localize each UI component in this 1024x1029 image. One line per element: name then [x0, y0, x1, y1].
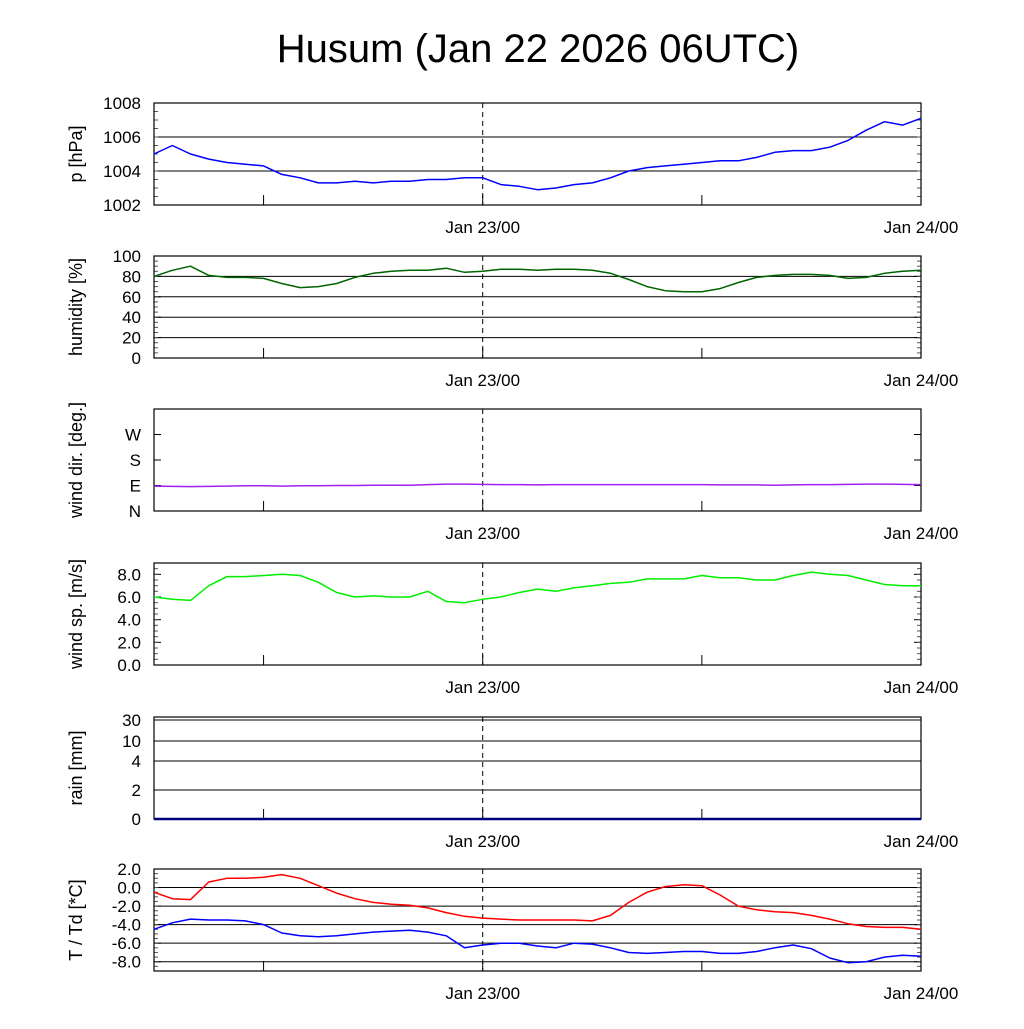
- x-tick-label: Jan 24/00: [884, 678, 959, 697]
- x-tick-label: Jan 24/00: [884, 524, 959, 543]
- panel-frame: [154, 563, 921, 665]
- y-axis-title: p [hPa]: [66, 125, 86, 182]
- y-tick-label: 0.0: [117, 656, 141, 675]
- x-tick-label: Jan 24/00: [884, 832, 959, 851]
- y-tick-label: 40: [122, 308, 141, 327]
- y-axis-title: humidity [%]: [66, 258, 86, 356]
- x-tick-label: Jan 23/00: [445, 678, 520, 697]
- chart-title: Husum (Jan 22 2026 06UTC): [277, 27, 799, 71]
- panel-frame: [154, 256, 921, 358]
- y-tick-label: -4.0: [112, 916, 141, 935]
- y-tick-label: 1006: [103, 128, 141, 147]
- x-tick-label: Jan 23/00: [445, 371, 520, 390]
- y-tick-label: 60: [122, 288, 141, 307]
- panel-temperature: -8.0-6.0-4.0-2.00.02.0 Jan 23/00 Jan 24/00…: [66, 860, 958, 1003]
- y-tick-label: -8.0: [112, 953, 141, 972]
- x-tick-label: Jan 24/00: [884, 371, 959, 390]
- y-tick-label: N: [129, 502, 141, 521]
- y-tick-label: 0: [132, 349, 141, 368]
- y-tick-label: 10: [122, 732, 141, 751]
- x-tick-label: Jan 24/00: [884, 984, 959, 1003]
- series-line-wind-speed: [154, 572, 921, 603]
- y-tick-label: 20: [122, 329, 141, 348]
- y-tick-label: 4: [132, 752, 141, 771]
- y-tick-label: W: [125, 426, 141, 445]
- y-tick-label: S: [130, 451, 141, 470]
- x-tick-label: Jan 24/00: [884, 218, 959, 237]
- y-axis-title: wind sp. [m/s]: [66, 559, 86, 670]
- y-tick-label: 0.0: [117, 879, 141, 898]
- panel-rain: 0 2 410 30 Jan 23/00 Jan 24/00 rain [mm]: [66, 711, 958, 851]
- panel-frame: [154, 717, 921, 819]
- y-tick-label: 100: [113, 247, 141, 266]
- y-tick-label: 0: [132, 810, 141, 829]
- y-axis-title: wind dir. [deg.]: [66, 402, 86, 519]
- x-tick-label: Jan 23/00: [445, 218, 520, 237]
- x-tick-label: Jan 23/00: [445, 832, 520, 851]
- y-tick-label: -2.0: [112, 897, 141, 916]
- series-line-temperature: [154, 875, 921, 930]
- y-tick-label: 1002: [103, 196, 141, 215]
- y-tick-label: 2.0: [117, 860, 141, 879]
- y-tick-label: 8.0: [117, 565, 141, 584]
- y-tick-label: 6.0: [117, 588, 141, 607]
- y-tick-label: 2: [132, 781, 141, 800]
- series-line-dewpoint: [154, 919, 921, 963]
- y-tick-label: 80: [122, 267, 141, 286]
- y-axis-title: rain [mm]: [66, 730, 86, 805]
- panel-frame: [154, 409, 921, 511]
- y-tick-label: -6.0: [112, 934, 141, 953]
- y-tick-label: 30: [122, 711, 141, 730]
- y-axis-title: T / Td [*C]: [66, 879, 86, 960]
- y-tick-label: 1004: [103, 162, 141, 181]
- series-line-wind-direction: [154, 484, 921, 487]
- y-tick-label: 2.0: [117, 633, 141, 652]
- panel-wind-speed: 0.0 2.0 4.0 6.0 8.0 Jan 23/00 Jan 24/00 wind sp…: [66, 559, 958, 697]
- y-tick-label: 4.0: [117, 611, 141, 630]
- series-line-humidity: [154, 266, 921, 292]
- y-tick-label: 1008: [103, 94, 141, 113]
- y-tick-label: E: [130, 477, 141, 496]
- panel-pressure: 1002 1004 1006 1008 Jan 23/00 Jan 24/00 p [hPa…: [66, 94, 958, 237]
- series-line-pressure: [154, 118, 921, 189]
- x-tick-label: Jan 23/00: [445, 984, 520, 1003]
- x-tick-label: Jan 23/00: [445, 524, 520, 543]
